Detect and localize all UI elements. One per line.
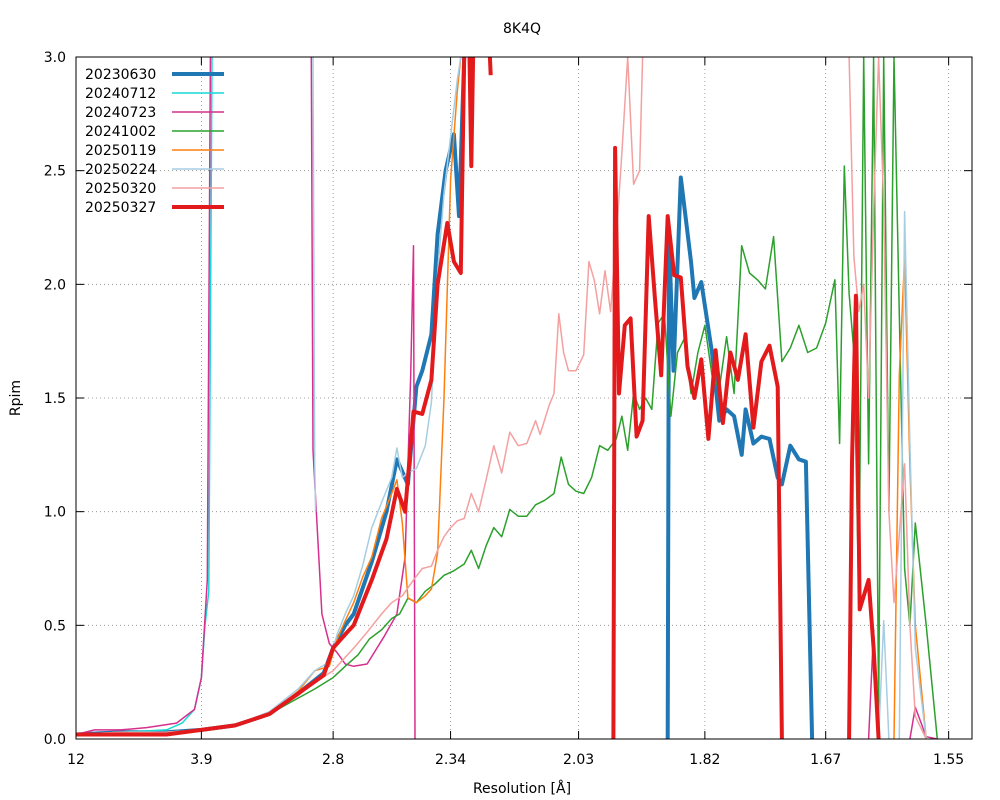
series-line-20250224 <box>898 210 927 739</box>
legend-label: 20250327 <box>85 200 156 216</box>
legend: 20230630 20240712 20240723 20241002 20250119… <box>85 67 224 216</box>
y-tick-label: 1.5 <box>44 391 66 407</box>
series-line-20250327 <box>611 145 784 739</box>
ticks: 0.0 0.5 1.0 1.5 2.0 2.5 3.0 12 3.9 2.8 2.34 2.03 1.8… <box>44 50 972 768</box>
series-line-20250327 <box>467 57 476 169</box>
y-tick-label: 2.5 <box>44 164 66 180</box>
series-line-20241002 <box>76 57 939 739</box>
legend-label: 20250320 <box>85 181 156 197</box>
x-tick-label: 2.8 <box>322 752 344 768</box>
x-tick-label: 12 <box>67 752 85 768</box>
series-line-20250327 <box>847 293 881 739</box>
series-line-20250320 <box>76 57 644 736</box>
legend-label: 20240723 <box>85 105 156 121</box>
series-line-20250119 <box>893 256 927 739</box>
series-line-20250224 <box>877 620 890 739</box>
series-line-20240723 <box>76 57 212 736</box>
series-20250320 <box>76 57 927 739</box>
y-axis-label: Rpim <box>8 380 24 416</box>
x-tick-label: 3.9 <box>190 752 212 768</box>
series-line-20250327 <box>487 57 493 76</box>
chart-title: 8K4Q <box>503 21 541 37</box>
y-tick-label: 2.0 <box>44 277 66 293</box>
x-tick-label: 1.67 <box>810 752 841 768</box>
x-tick-label: 1.55 <box>933 752 964 768</box>
series-20250327 <box>76 57 881 739</box>
series-line-20250327 <box>76 57 467 737</box>
series-line-20250224 <box>312 57 317 512</box>
y-tick-label: 0.5 <box>44 618 66 634</box>
legend-label: 20250119 <box>85 143 156 159</box>
series-line-20250320 <box>848 57 927 739</box>
legend-label: 20250224 <box>85 162 156 178</box>
y-tick-label: 1.0 <box>44 505 66 521</box>
series-line-20230630 <box>665 175 815 739</box>
y-tick-label: 3.0 <box>44 50 66 66</box>
x-tick-label: 2.34 <box>435 752 466 768</box>
series-line-20240723 <box>310 57 416 739</box>
grid <box>76 57 972 739</box>
series-line-20240723 <box>909 706 938 739</box>
legend-label: 20230630 <box>85 67 156 83</box>
x-tick-label: 1.82 <box>689 752 720 768</box>
series-20241002 <box>76 57 939 739</box>
x-tick-label: 2.03 <box>563 752 594 768</box>
series-layer <box>76 57 939 739</box>
x-axis-label: Resolution [Å] <box>473 780 571 797</box>
legend-label: 20241002 <box>85 124 156 140</box>
legend-label: 20240712 <box>85 86 156 102</box>
y-tick-label: 0.0 <box>44 732 66 748</box>
